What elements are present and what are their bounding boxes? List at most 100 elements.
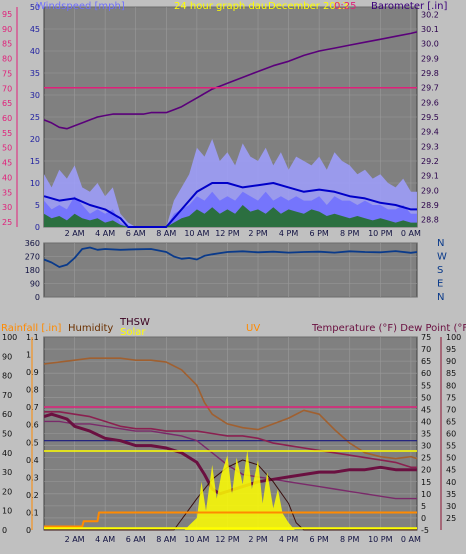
humidity-y-tick: 50 (2, 430, 12, 439)
wind-y-tick: 45 (30, 25, 40, 34)
barometer-y-tick: 29.2 (421, 157, 439, 166)
x-tick-label: 0 AM (401, 535, 421, 544)
temp-y-tick: 30 (421, 442, 431, 451)
x-tick-label: 10 PM (368, 535, 393, 544)
compass-tick: S (437, 265, 443, 276)
wind-outer-y-tick: 65 (2, 99, 12, 108)
x-tick-label: 6 PM (309, 535, 328, 544)
barometer-y-tick: 30.1 (421, 25, 439, 34)
humidity-y-tick: 0 (2, 526, 7, 535)
barometer-y-tick: 29.5 (421, 113, 439, 122)
outer-right-y-tick: 30 (446, 502, 456, 511)
thsw-label: THSW (119, 317, 150, 328)
graph-title: 24 hour graph dau (174, 1, 267, 12)
temp-y-tick: 20 (421, 466, 431, 475)
temp-y-tick: 55 (421, 381, 431, 390)
barometer-y-tick: 28.9 (421, 201, 439, 210)
direction-y-tick: 360 (25, 239, 40, 248)
x-tick-label: 6 PM (309, 229, 328, 238)
x-tick-label: 12 PM (215, 535, 240, 544)
x-tick-label: 6 AM (126, 535, 146, 544)
temp-y-tick: 10 (421, 490, 431, 499)
direction-y-tick: 0 (35, 293, 40, 302)
wind-outer-y-tick: 30 (2, 203, 12, 212)
temp-y-tick: 50 (421, 393, 431, 402)
temp-y-tick: 35 (421, 430, 431, 439)
barometer-y-tick: 29.9 (421, 54, 439, 63)
humidity-label: Humidity (68, 323, 113, 334)
temp-y-tick: 0 (421, 514, 426, 523)
barometer-y-tick: 29.8 (421, 69, 439, 78)
humidity-y-tick: 90 (2, 352, 12, 361)
compass-tick: W (437, 252, 447, 263)
temperature-series (43, 412, 417, 496)
wind-green-series (44, 205, 417, 227)
wind-y-tick: 35 (30, 69, 40, 78)
compass-tick: N (437, 292, 444, 303)
wind-outer-y-tick: 40 (2, 173, 12, 182)
x-tick-label: 8 AM (156, 229, 176, 238)
direction-y-tick: 180 (25, 266, 40, 275)
outer-right-y-tick: 55 (446, 442, 456, 451)
humidity-y-tick: 100 (2, 333, 17, 342)
outer-right-y-tick: 80 (446, 381, 456, 390)
outer-right-y-tick: 40 (446, 478, 456, 487)
x-tick-label: 2 AM (65, 535, 85, 544)
x-tick-label: 10 PM (368, 229, 393, 238)
x-tick-label: 8 PM (340, 229, 359, 238)
wind-y-tick: 40 (30, 47, 40, 56)
temp-y-tick: 60 (421, 369, 431, 378)
outer-right-y-tick: 35 (446, 490, 456, 499)
barometer-y-tick: 29.3 (421, 142, 439, 151)
humidity-series (43, 357, 418, 460)
x-tick-label: 4 AM (95, 535, 115, 544)
x-tick-label: 8 AM (156, 535, 176, 544)
temp-y-tick: -5 (421, 526, 429, 535)
rainfall-label: Rainfall [.in] (1, 323, 62, 334)
outer-right-y-tick: 75 (446, 393, 456, 402)
uv-label: UV (246, 323, 260, 334)
humidity-y-tick: 20 (2, 487, 12, 496)
x-tick-label: 4 PM (279, 229, 298, 238)
x-tick-label: 2 AM (65, 229, 85, 238)
date-label: December 2013 (268, 1, 348, 12)
barometer-series (43, 31, 418, 130)
wind-y-tick: 15 (30, 157, 40, 166)
humidity-y-tick: 30 (2, 468, 12, 477)
temp-y-tick: 40 (421, 417, 431, 426)
barometer-y-tick: 29.0 (421, 186, 439, 195)
outer-right-y-tick: 50 (446, 454, 456, 463)
x-tick-label: 8 PM (340, 535, 359, 544)
direction-y-tick: 270 (25, 253, 40, 262)
temp-y-tick: 45 (421, 405, 431, 414)
temp-y-tick: 70 (421, 345, 431, 354)
x-tick-label: 6 AM (126, 229, 146, 238)
wind-outer-y-tick: 90 (2, 25, 12, 34)
windspeed-label: Windspeed [mph] (36, 1, 125, 12)
time-label: 0:25 (334, 1, 356, 12)
wind-y-tick: 25 (30, 113, 40, 122)
x-tick-label: 12 PM (215, 229, 240, 238)
rain-total-series (44, 511, 417, 528)
wind-outer-y-tick: 60 (2, 114, 12, 123)
x-tick-label: 2 PM (248, 229, 267, 238)
compass-tick: E (437, 279, 443, 290)
wind-y-tick: 50 (30, 3, 40, 12)
x-tick-label: 10 AM (184, 535, 209, 544)
x-tick-label: 4 AM (95, 229, 115, 238)
outer-right-y-tick: 85 (446, 369, 456, 378)
barometer-y-tick: 29.7 (421, 84, 439, 93)
x-tick-label: 0 AM (401, 229, 421, 238)
wind-outer-y-tick: 35 (2, 188, 12, 197)
wind-outer-y-tick: 95 (2, 10, 12, 19)
temp-y-tick: 25 (421, 454, 431, 463)
compass-tick: N (437, 238, 444, 249)
direction-series (43, 246, 418, 268)
temperature-label: Temperature (°F) Dew Point (°F) (311, 323, 466, 334)
temp-y-tick: 65 (421, 357, 431, 366)
barometer-y-tick: 29.4 (421, 128, 439, 137)
outer-right-y-tick: 25 (446, 514, 456, 523)
outer-right-y-tick: 70 (446, 405, 456, 414)
dew-low-series (44, 420, 417, 500)
